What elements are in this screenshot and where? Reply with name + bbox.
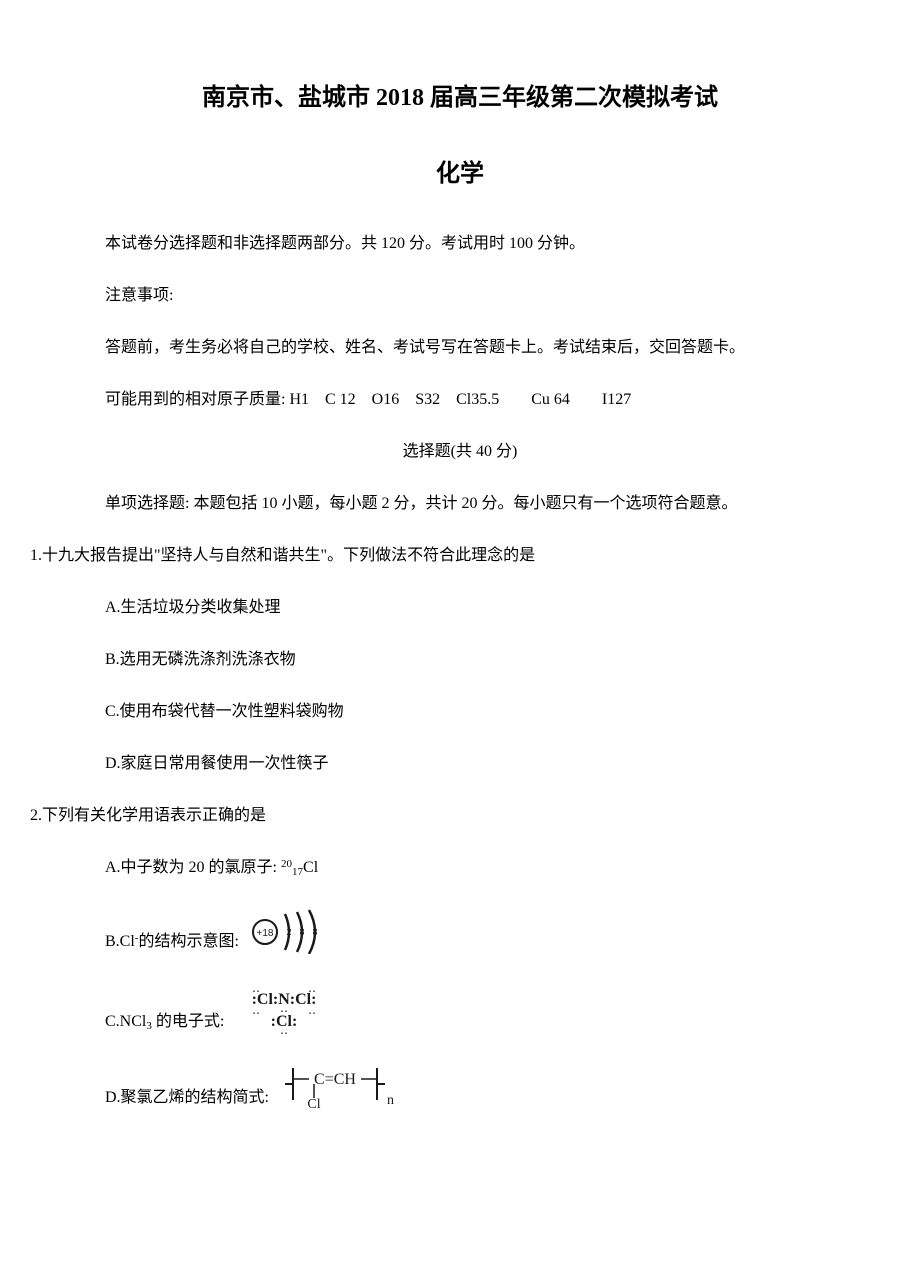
option-text: C.使用布袋代替一次性塑料袋购物 bbox=[105, 700, 344, 724]
option-text: D.聚氯乙烯的结构简式: bbox=[105, 1086, 269, 1110]
question-2-option-a: A.中子数为 20 的氯原子: 2017Cl bbox=[30, 856, 890, 880]
svg-text:8: 8 bbox=[312, 927, 317, 937]
section-header: 选择题(共 40 分) bbox=[30, 440, 890, 464]
notice-label: 注意事项: bbox=[30, 284, 890, 308]
option-text: A.中子数为 20 的氯原子: 2017Cl bbox=[105, 856, 318, 880]
main-title: 南京市、盐城市 2018 届高三年级第二次模拟考试 bbox=[30, 80, 890, 116]
svg-text:C=CH: C=CH bbox=[314, 1071, 356, 1088]
svg-text:n: n bbox=[387, 1093, 394, 1108]
question-2-option-d: D.聚氯乙烯的结构简式: C=CH Cl n bbox=[30, 1062, 890, 1110]
question-2-option-c: C.NCl3 的电子式: :Cl:N:Cl: ‥ ‥ ‥ ‥ ‥ :Cl: ‥ bbox=[30, 982, 890, 1034]
mcq-instruction: 单项选择题: 本题包括 10 小题，每小题 2 分，共计 20 分。每小题只有一… bbox=[30, 492, 890, 516]
option-text: C.NCl3 的电子式: bbox=[105, 1010, 224, 1034]
question-1-option-a: A.生活垃圾分类收集处理 bbox=[30, 596, 890, 620]
atomic-mass-text: 可能用到的相对原子质量: H1 C 12 O16 S32 Cl35.5 Cu 6… bbox=[30, 388, 890, 412]
subscript-3: 3 bbox=[146, 1020, 152, 1032]
question-1-option-c: C.使用布袋代替一次性塑料袋购物 bbox=[30, 700, 890, 724]
svg-text:‥: ‥ bbox=[308, 1003, 316, 1017]
option-text: A.生活垃圾分类收集处理 bbox=[105, 596, 281, 620]
question-2-option-b: B.Cl-的结构示意图: +18 2 8 8 bbox=[30, 908, 890, 954]
option-text: B.Cl-的结构示意图: bbox=[105, 930, 239, 954]
question-2-stem: 2.下列有关化学用语表示正确的是 bbox=[30, 804, 890, 828]
charge-symbol: - bbox=[135, 932, 139, 944]
svg-text:2: 2 bbox=[286, 927, 291, 937]
option-b-post: 的结构示意图: bbox=[138, 933, 238, 950]
polymer-structure-diagram: C=CH Cl n bbox=[279, 1062, 409, 1110]
option-b-pre: B.Cl bbox=[105, 933, 135, 950]
option-c-pre: C.NCl bbox=[105, 1013, 146, 1030]
atom-structure-diagram: +18 2 8 8 bbox=[249, 908, 331, 954]
option-text: B.选用无磷洗涤剂洗涤衣物 bbox=[105, 648, 296, 672]
option-a-pre: A.中子数为 20 的氯原子: bbox=[105, 859, 281, 876]
svg-text:‥: ‥ bbox=[280, 1023, 288, 1034]
question-1-option-b: B.选用无磷洗涤剂洗涤衣物 bbox=[30, 648, 890, 672]
question-1-stem: 1.十九大报告提出"坚持人与自然和谐共生"。下列做法不符合此理念的是 bbox=[30, 544, 890, 568]
element-symbol: Cl bbox=[303, 859, 318, 876]
question-1-option-d: D.家庭日常用餐使用一次性筷子 bbox=[30, 752, 890, 776]
option-text: D.家庭日常用餐使用一次性筷子 bbox=[105, 752, 329, 776]
option-c-post: 的电子式: bbox=[152, 1013, 224, 1030]
svg-text:‥: ‥ bbox=[308, 982, 316, 995]
svg-text:‥: ‥ bbox=[252, 982, 260, 995]
notice-text: 答题前，考生务必将自己的学校、姓名、考试号写在答题卡上。考试结束后，交回答题卡。 bbox=[30, 336, 890, 360]
lewis-structure-diagram: :Cl:N:Cl: ‥ ‥ ‥ ‥ ‥ :Cl: ‥ bbox=[234, 982, 334, 1034]
svg-text:‥: ‥ bbox=[252, 1003, 260, 1017]
atomic-number: 17 bbox=[292, 866, 303, 878]
intro-text: 本试卷分选择题和非选择题两部分。共 120 分。考试用时 100 分钟。 bbox=[30, 232, 890, 256]
svg-text:8: 8 bbox=[299, 927, 304, 937]
option-d-pre: D.聚氯乙烯的结构简式: bbox=[105, 1089, 269, 1106]
svg-text:+18: +18 bbox=[256, 928, 273, 939]
svg-text:Cl: Cl bbox=[307, 1097, 320, 1110]
sub-title: 化学 bbox=[30, 156, 890, 192]
mass-number: 20 bbox=[281, 858, 292, 870]
